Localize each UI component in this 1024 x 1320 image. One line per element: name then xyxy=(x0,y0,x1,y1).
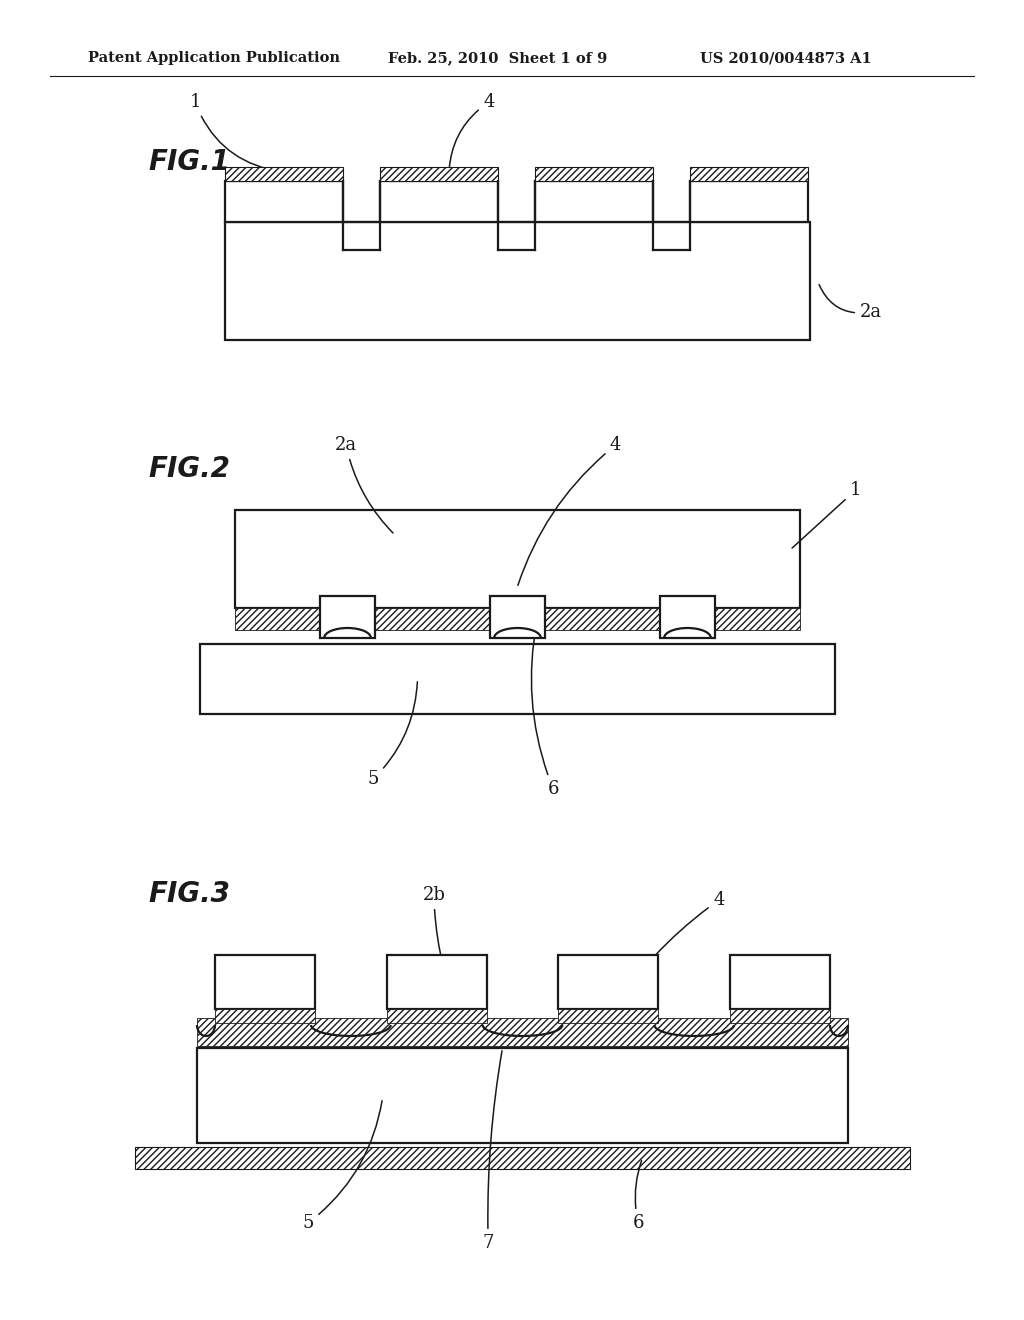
Text: 1: 1 xyxy=(189,92,282,172)
Text: 2b: 2b xyxy=(423,886,462,1020)
Bar xyxy=(380,181,498,222)
Text: 5: 5 xyxy=(368,681,418,788)
Bar xyxy=(215,1008,315,1023)
Bar xyxy=(535,168,653,181)
Bar xyxy=(387,954,486,1008)
Text: 4: 4 xyxy=(450,92,495,169)
Bar xyxy=(490,597,545,638)
Bar xyxy=(225,222,810,341)
Bar xyxy=(380,168,498,181)
Text: FIG.1: FIG.1 xyxy=(148,148,229,176)
Bar xyxy=(535,181,653,222)
Bar xyxy=(135,1147,910,1170)
Text: US 2010/0044873 A1: US 2010/0044873 A1 xyxy=(700,51,871,65)
Bar xyxy=(215,954,315,1008)
Bar xyxy=(730,954,830,1008)
Text: 5: 5 xyxy=(302,1101,382,1232)
Bar xyxy=(197,1018,848,1045)
Bar xyxy=(730,1008,830,1023)
Bar xyxy=(690,181,808,222)
Text: 7: 7 xyxy=(482,1051,502,1251)
Bar xyxy=(387,1008,486,1023)
Bar xyxy=(558,1008,658,1023)
Text: 2a: 2a xyxy=(819,285,882,321)
Bar xyxy=(660,597,715,638)
Text: 6: 6 xyxy=(633,1160,644,1232)
Text: 4: 4 xyxy=(610,891,725,1014)
Text: 1: 1 xyxy=(792,480,861,548)
Text: Patent Application Publication: Patent Application Publication xyxy=(88,51,340,65)
Bar xyxy=(225,168,343,181)
Text: 6: 6 xyxy=(531,622,559,799)
Bar xyxy=(197,1048,848,1143)
Text: 2a: 2a xyxy=(335,436,393,533)
Text: FIG.3: FIG.3 xyxy=(148,880,229,908)
Text: Feb. 25, 2010  Sheet 1 of 9: Feb. 25, 2010 Sheet 1 of 9 xyxy=(388,51,607,65)
Text: FIG.2: FIG.2 xyxy=(148,455,229,483)
Bar xyxy=(690,168,808,181)
Bar xyxy=(200,644,835,714)
Bar xyxy=(319,597,375,638)
Bar xyxy=(234,510,800,609)
Bar xyxy=(225,181,343,222)
Text: 4: 4 xyxy=(518,436,622,585)
Bar xyxy=(558,954,658,1008)
Bar xyxy=(234,609,800,630)
